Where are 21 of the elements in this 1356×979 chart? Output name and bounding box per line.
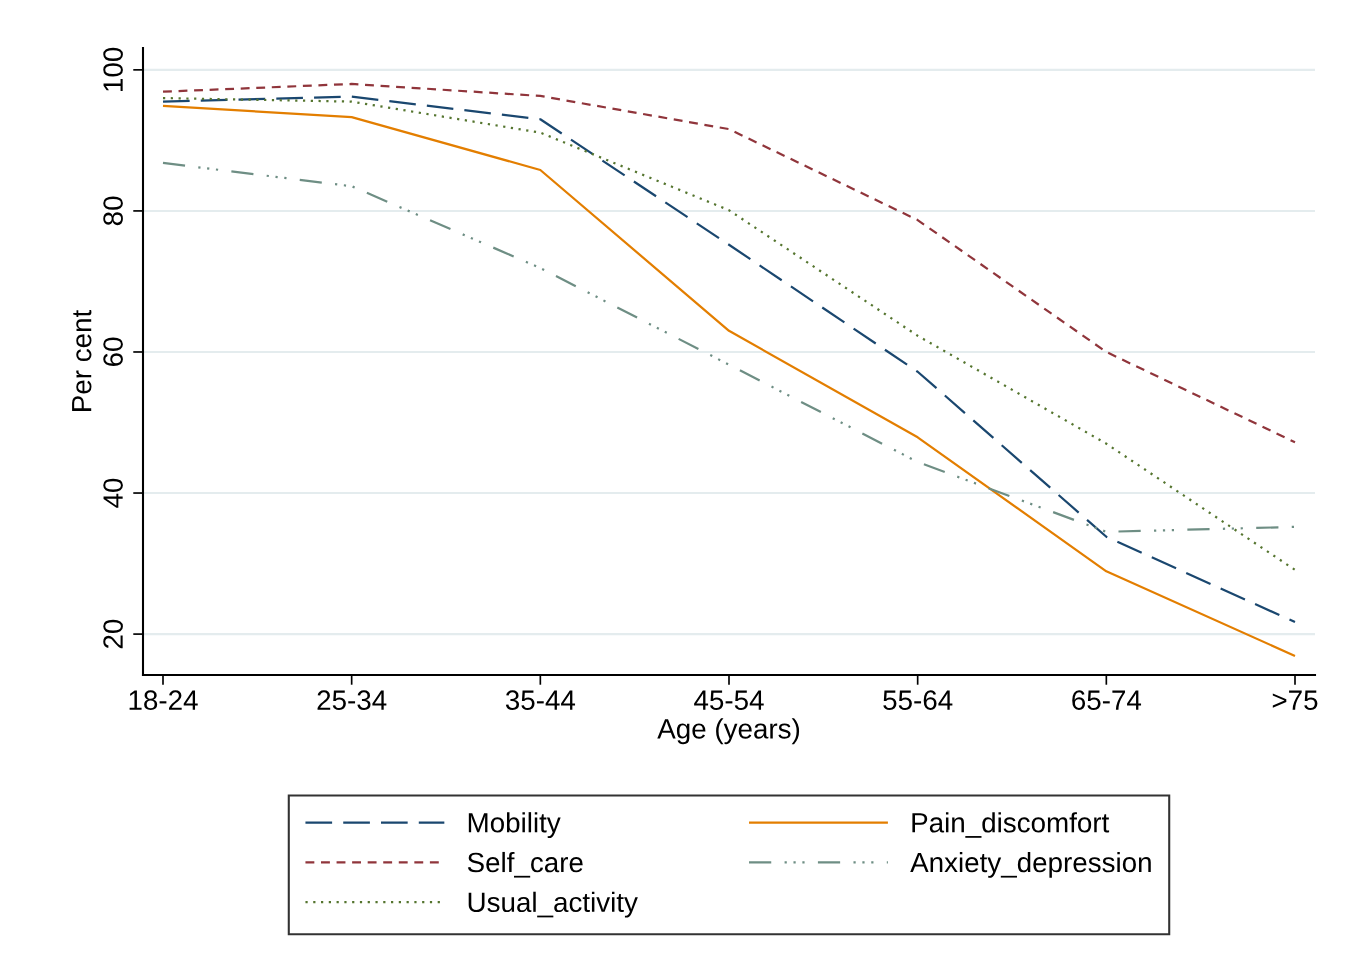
y-axis-title: Per cent (72, 309, 92, 411)
x-tick-label: 65-74 (1072, 690, 1142, 710)
x-tick-label: >75 (1272, 690, 1318, 710)
legend-label: Anxiety_depression (910, 851, 1151, 878)
legend-label: Usual_activity (468, 891, 638, 918)
x-tick-label: 55-64 (883, 690, 953, 710)
line-series (161, 161, 1297, 533)
y-tick-label: 60 (103, 337, 123, 367)
y-tick-label: 100 (103, 47, 123, 91)
legend-label: Pain_discomfort (912, 812, 1110, 838)
y-tick-label: 80 (103, 196, 123, 226)
legend-label: Mobility (468, 812, 561, 839)
y-tick-label: 40 (103, 478, 123, 508)
legend-label: Self_care (467, 851, 583, 878)
x-tick-label: 45-54 (694, 690, 764, 710)
y-tick-label: 20 (103, 619, 123, 649)
line-series (161, 82, 1297, 444)
x-tick-label: 35-44 (505, 690, 576, 710)
x-axis-title: Age (years) (657, 718, 800, 745)
x-tick-label: 18-24 (129, 690, 198, 710)
x-tick-label: 25-34 (317, 690, 387, 710)
